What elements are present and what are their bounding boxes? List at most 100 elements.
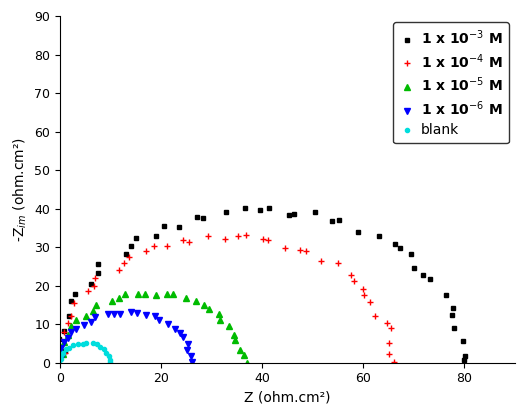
1 x 10$^{-4}$ M [235,233,241,238]
1 x 10$^{-5}$ M [217,317,224,322]
1 x 10$^{-4}$ M [282,245,288,250]
Line: 1 x 10$^{-6}$ M: 1 x 10$^{-6}$ M [55,310,195,365]
1 x 10$^{-3}$ M [200,215,207,220]
1 x 10$^{-3}$ M [123,252,129,257]
1 x 10$^{-3}$ M [266,206,272,211]
Line: 1 x 10$^{-4}$ M: 1 x 10$^{-4}$ M [52,232,398,365]
1 x 10$^{-4}$ M [318,258,325,263]
1 x 10$^{-3}$ M [336,218,342,223]
blank [56,360,62,365]
1 x 10$^{-6}$ M [117,312,124,317]
1 x 10$^{-5}$ M [153,292,159,297]
blank [75,342,82,347]
blank [107,357,114,362]
1 x 10$^{-4}$ M [388,326,394,331]
1 x 10$^{-6}$ M [179,334,186,339]
1 x 10$^{-6}$ M [112,312,118,317]
blank [101,347,107,352]
1 x 10$^{-6}$ M [143,313,149,318]
1 x 10$^{-3}$ M [153,233,159,238]
1 x 10$^{-4}$ M [242,233,249,238]
blank [107,360,113,365]
1 x 10$^{-4}$ M [65,320,72,325]
1 x 10$^{-6}$ M [184,348,190,353]
1 x 10$^{-3}$ M [95,270,101,275]
1 x 10$^{-5}$ M [57,347,64,352]
1 x 10$^{-5}$ M [236,347,242,352]
Line: blank: blank [57,342,113,364]
1 x 10$^{-4}$ M [92,276,98,281]
1 x 10$^{-3}$ M [427,276,433,281]
1 x 10$^{-4}$ M [351,278,357,283]
1 x 10$^{-4}$ M [71,301,77,306]
1 x 10$^{-6}$ M [172,327,178,332]
1 x 10$^{-4}$ M [335,260,341,265]
1 x 10$^{-5}$ M [54,359,60,364]
blank [60,350,67,355]
blank [105,354,112,359]
1 x 10$^{-6}$ M [55,360,61,365]
1 x 10$^{-4}$ M [121,261,127,266]
1 x 10$^{-3}$ M [419,272,426,277]
1 x 10$^{-6}$ M [187,354,194,359]
Legend: 1 x 10$^{-3}$ M, 1 x 10$^{-4}$ M, 1 x 10$^{-5}$ M, 1 x 10$^{-6}$ M, blank: 1 x 10$^{-3}$ M, 1 x 10$^{-4}$ M, 1 x 10… [393,22,509,143]
1 x 10$^{-4}$ M [367,300,373,305]
1 x 10$^{-3}$ M [95,261,102,266]
blank [58,353,64,358]
1 x 10$^{-4}$ M [60,330,67,335]
1 x 10$^{-4}$ M [221,236,228,241]
1 x 10$^{-3}$ M [257,208,263,213]
1 x 10$^{-4}$ M [150,244,157,249]
1 x 10$^{-4}$ M [297,248,303,253]
1 x 10$^{-6}$ M [177,331,184,336]
Y-axis label: -Z$_{im}$ (ohm.cm²): -Z$_{im}$ (ohm.cm²) [11,137,28,242]
1 x 10$^{-6}$ M [105,312,112,317]
1 x 10$^{-6}$ M [88,319,94,324]
1 x 10$^{-4}$ M [302,248,309,253]
1 x 10$^{-3}$ M [222,209,229,214]
1 x 10$^{-3}$ M [449,312,456,317]
1 x 10$^{-5}$ M [206,307,213,312]
1 x 10$^{-3}$ M [312,210,318,215]
1 x 10$^{-5}$ M [244,360,250,365]
1 x 10$^{-3}$ M [392,241,398,246]
1 x 10$^{-5}$ M [59,352,66,357]
1 x 10$^{-5}$ M [183,296,189,301]
1 x 10$^{-5}$ M [170,292,176,297]
1 x 10$^{-4}$ M [180,237,186,242]
1 x 10$^{-5}$ M [164,292,170,297]
blank [97,344,103,349]
1 x 10$^{-4}$ M [391,359,398,364]
1 x 10$^{-4}$ M [361,292,368,297]
1 x 10$^{-3}$ M [72,292,78,297]
1 x 10$^{-3}$ M [133,236,139,241]
1 x 10$^{-5}$ M [68,324,75,329]
1 x 10$^{-4}$ M [348,272,354,277]
1 x 10$^{-6}$ M [65,335,71,340]
1 x 10$^{-4}$ M [116,267,122,272]
1 x 10$^{-3}$ M [176,225,182,230]
1 x 10$^{-5}$ M [231,332,237,337]
blank [94,342,100,347]
Line: 1 x 10$^{-5}$ M: 1 x 10$^{-5}$ M [54,291,249,365]
1 x 10$^{-3}$ M [461,358,467,363]
blank [66,345,73,350]
1 x 10$^{-6}$ M [185,342,191,347]
1 x 10$^{-3}$ M [329,219,336,224]
1 x 10$^{-5}$ M [122,292,128,297]
1 x 10$^{-5}$ M [65,333,71,338]
1 x 10$^{-5}$ M [142,291,148,296]
1 x 10$^{-3}$ M [460,339,466,344]
1 x 10$^{-6}$ M [151,314,158,319]
1 x 10$^{-4}$ M [62,350,68,355]
1 x 10$^{-3}$ M [66,313,72,318]
1 x 10$^{-4}$ M [52,359,58,364]
1 x 10$^{-5}$ M [215,312,221,317]
1 x 10$^{-3}$ M [462,354,468,359]
1 x 10$^{-3}$ M [286,212,292,217]
1 x 10$^{-3}$ M [160,224,167,229]
blank [103,350,109,355]
1 x 10$^{-3}$ M [450,305,456,310]
1 x 10$^{-5}$ M [61,339,67,344]
1 x 10$^{-3}$ M [376,234,382,239]
